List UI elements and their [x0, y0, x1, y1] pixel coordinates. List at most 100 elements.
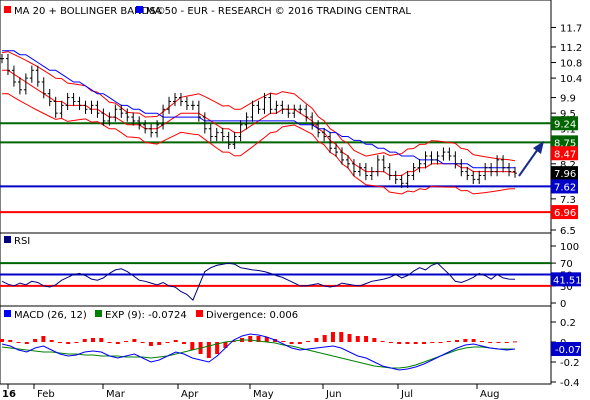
bollinger-lower-line: [1, 93, 516, 195]
level-tag-3-label: 6.96: [554, 208, 576, 219]
divergence-bar: [264, 337, 269, 342]
level-tag-0-box: [551, 116, 578, 131]
divergence-bar: [49, 340, 54, 342]
divergence-bar: [496, 342, 501, 343]
ma20-legend-label: MA 20 + BOLLINGER BANDS©: [14, 6, 166, 17]
level-tag-0: 9.24: [551, 116, 578, 131]
rsi-y-tick-label: 100: [560, 242, 579, 253]
price-y-tick-label: 10.4: [560, 74, 582, 85]
divergence-bar: [107, 342, 112, 343]
divergence-bar: [248, 336, 253, 342]
rsi-legend: RSI: [4, 236, 30, 247]
divergence-bar: [41, 336, 46, 342]
ma20-legend-swatch: [4, 6, 11, 13]
level-tag-3-box: [551, 205, 578, 220]
divergence-bar: [165, 342, 170, 343]
rsi-series-group: [0, 262, 551, 301]
divergence-bar: [372, 338, 377, 342]
divergence-bar: [173, 340, 178, 342]
divergence-bar: [66, 342, 71, 344]
x-tick-label: Jul: [400, 389, 413, 400]
divergence-bar: [190, 342, 195, 350]
price-panel-frame: [0, 0, 552, 234]
x-tick-label: Feb: [37, 389, 55, 400]
divergence-bar: [430, 342, 435, 343]
divergence-bar: [438, 342, 443, 343]
divergence-legend-label: Divergence: 0.006: [206, 310, 298, 321]
divergence-bar: [388, 342, 393, 343]
divergence-bar: [256, 336, 261, 342]
price-y-tick-label: 11.7: [560, 23, 582, 34]
macd-panel-frame: [0, 305, 552, 385]
rsi-y-tick-label: 30: [560, 282, 573, 293]
divergence-bar: [397, 342, 402, 344]
price-series-group: [0, 50, 551, 214]
divergence-bar: [504, 342, 509, 343]
price-tag-2-box: [551, 179, 578, 194]
price-y-tick-label: 9.5: [560, 109, 576, 120]
x-tick-label: Jun: [325, 389, 342, 400]
level-tag-3: 6.96: [551, 205, 578, 220]
x-tick-label: 16: [2, 389, 16, 400]
rsi-legend-swatch: [4, 236, 11, 243]
price-y-tick-label: 9.9: [560, 94, 576, 105]
divergence-bar: [380, 341, 385, 342]
divergence-bar: [488, 342, 493, 343]
divergence-bar: [479, 341, 484, 342]
exp-legend-swatch: [95, 310, 102, 317]
forecast-arrow-shaft: [518, 148, 539, 177]
divergence-bar: [215, 342, 220, 354]
level-tag-1-box: [551, 135, 578, 150]
rsi-y-tick-label: 0: [560, 299, 566, 310]
x-tick-label: Mar: [106, 389, 126, 400]
divergence-bar: [124, 341, 129, 342]
x-tick-label: Aug: [480, 389, 500, 400]
divergence-bar: [314, 338, 319, 342]
divergence-bar: [91, 338, 96, 342]
divergence-bar: [306, 341, 311, 342]
divergence-bar: [0, 339, 4, 342]
divergence-bar: [330, 332, 335, 342]
level-tag-1-label: 8.75: [554, 138, 576, 149]
divergence-bar: [289, 342, 294, 344]
divergence-bar: [57, 342, 62, 343]
macd-y-tick-label: -0.2: [560, 358, 580, 369]
exp-signal-line: [1, 339, 515, 369]
price-y-tick-label: 10.8: [560, 59, 582, 70]
divergence-bar: [115, 342, 120, 344]
level-tag-1: 8.75: [551, 135, 578, 150]
price-tag-0-label: 8.47: [554, 149, 576, 160]
rsi-value-tag: 41.51: [551, 272, 582, 287]
divergence-bar: [182, 342, 187, 344]
rsi-panel-frame: [0, 232, 552, 307]
divergence-bar: [148, 342, 153, 346]
divergence-bar: [413, 342, 418, 344]
price-y-tick-label: 8.2: [560, 160, 576, 171]
divergence-bar: [206, 342, 211, 358]
macd-y-tick-label: -0.4: [560, 378, 580, 389]
ma50-legend-label: MA 50 - EUR - RESEARCH © 2016 TRADING CE…: [146, 6, 411, 17]
divergence-bar: [405, 342, 410, 344]
price-tag-1-label: 7.96: [554, 169, 576, 180]
price-tag-1-box: [551, 166, 578, 181]
divergence-bar: [446, 341, 451, 342]
x-tick-label: Apr: [181, 389, 199, 400]
price-tag-2-label: 7.62: [554, 182, 576, 193]
macd-value-tag: -0.07: [551, 342, 581, 356]
macd-line: [1, 333, 516, 371]
exp-legend-label: EXP (9): -0.0724: [105, 310, 187, 321]
divergence-bar: [132, 339, 137, 342]
divergence-bar: [33, 339, 38, 342]
ma50-legend-swatch: [136, 6, 143, 13]
ma50-line: [2, 50, 515, 169]
macd-legend: MACD (26, 12) EXP (9): -0.0724 Divergenc…: [4, 310, 298, 321]
divergence-legend-swatch: [196, 310, 203, 317]
macd-legend-label: MACD (26, 12): [14, 310, 87, 321]
divergence-bar: [297, 342, 302, 344]
rsi-legend-label: RSI: [14, 236, 30, 247]
divergence-bar: [513, 341, 517, 343]
divergence-bar: [74, 342, 79, 343]
macd-y-tick-label: 0.2: [560, 318, 576, 329]
divergence-bar: [364, 336, 369, 342]
